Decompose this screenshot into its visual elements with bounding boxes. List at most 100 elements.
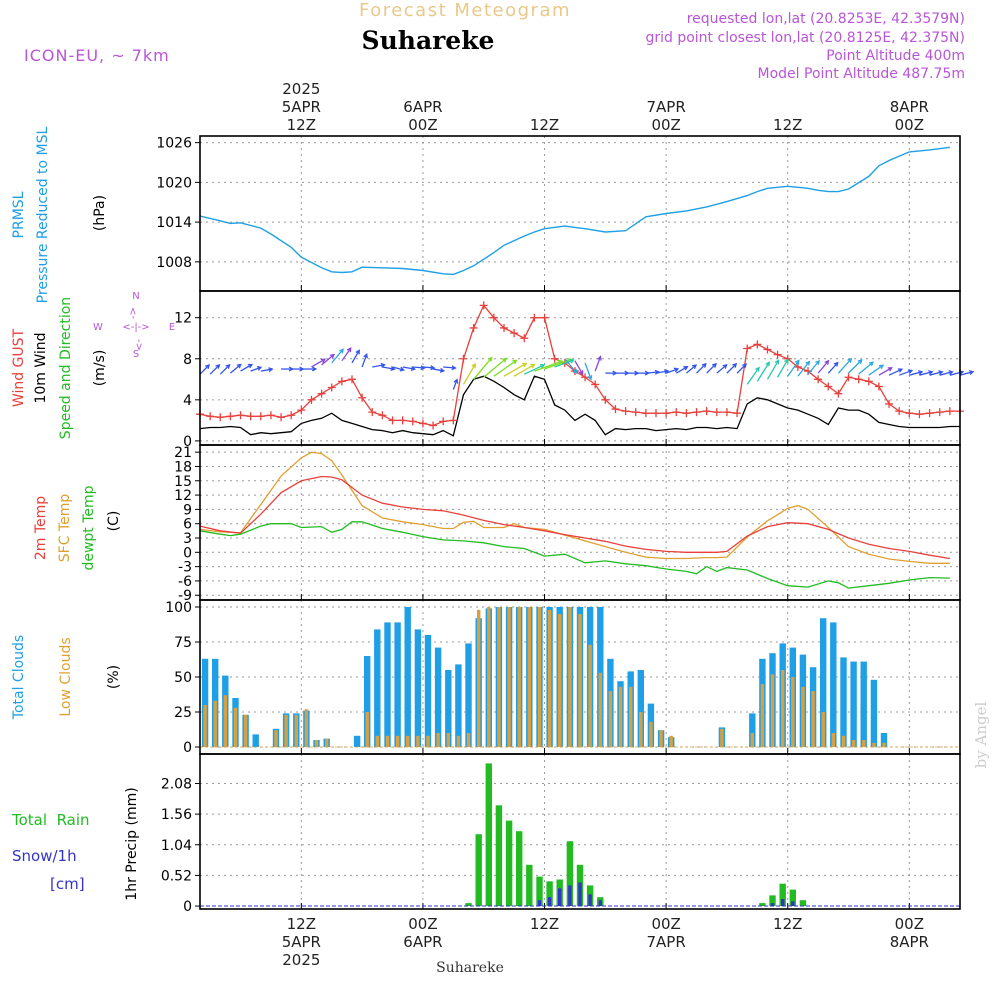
wind-arrow-head: [683, 366, 689, 371]
model-label: ICON-EU, ~ 7km: [24, 46, 170, 65]
wind-arrow: [392, 366, 404, 371]
y-tick-label: 0: [183, 740, 192, 756]
gust-marker: [854, 375, 863, 384]
compass-rose: N S W E <-|-> -> ->: [93, 291, 175, 360]
wind-arrow-head: [329, 353, 335, 359]
wind-arrow-head: [673, 367, 680, 373]
wind-arrow: [452, 379, 458, 390]
wind-arrow: [736, 363, 747, 374]
wind-arrow-head: [897, 368, 904, 373]
faded-title: Forecast Meteogram: [359, 0, 571, 21]
low-clouds-label: Low Clouds: [58, 637, 74, 716]
wind-arrow-head: [501, 357, 508, 363]
total-cloud-bar: [424, 635, 432, 747]
gust-marker: [874, 382, 883, 391]
wind-arrow-head: [236, 363, 242, 369]
total-cloud-bar: [455, 664, 462, 747]
wind-arrow: [209, 364, 220, 375]
wind-arrow-head: [587, 375, 593, 381]
gust-marker: [925, 409, 934, 418]
gust-marker: [439, 417, 448, 426]
wind-unit-label: (m/s): [92, 350, 108, 387]
bottom-tick-label: 12Z: [287, 915, 316, 933]
snow-label: Snow/1h: [12, 847, 77, 865]
total-cloud-bar: [465, 643, 472, 747]
wind-arrow-head: [784, 358, 789, 364]
low-cloud-bar: [395, 735, 400, 747]
wind-arrow-head: [215, 363, 221, 369]
total-cloud-bar: [445, 670, 452, 747]
wind-arrow-head: [439, 367, 446, 373]
bottom-tick-label: 00Z: [408, 915, 437, 933]
gust-marker: [216, 413, 225, 422]
total-cloud-bar: [830, 622, 837, 747]
total-clouds-label: Total Clouds: [11, 635, 27, 720]
gust-marker: [297, 406, 306, 415]
gust-marker: [672, 408, 681, 417]
gust-marker: [834, 389, 843, 398]
wind-arrow: [817, 360, 829, 374]
gust-marker: [449, 416, 458, 425]
total-cloud-bar: [252, 734, 259, 747]
wind-arrow: [462, 363, 476, 385]
pressure-grid: 1008 1014 1020 1026: [156, 136, 960, 291]
wind-arrow: [888, 368, 903, 376]
rain-bar: [475, 834, 482, 907]
compass-arrows: <-|->: [122, 322, 149, 333]
gust-marker: [530, 313, 539, 322]
gust-marker: [368, 408, 377, 417]
wind-arrow: [250, 366, 262, 372]
gust-marker: [631, 408, 640, 417]
wind-arrow: [432, 368, 444, 372]
low-cloud-bar: [466, 733, 471, 747]
wind-arrow-head: [833, 361, 839, 367]
low-cloud-bar: [831, 733, 835, 747]
total-cloud-bar: [364, 656, 371, 747]
bottom-tick-label: 7APR: [646, 933, 685, 951]
info-line-1: requested lon,lat (20.8253E, 42.3579N): [687, 11, 965, 27]
gust-marker: [945, 407, 954, 416]
low-cloud-bar: [203, 705, 207, 747]
wind-arrow-head: [663, 369, 670, 375]
gust-marker: [317, 389, 326, 398]
low-cloud-bar: [770, 674, 775, 747]
snow-unit-label: [cm]: [50, 875, 85, 893]
wind-arrow-head: [928, 370, 934, 375]
low-cloud-bar: [527, 607, 531, 747]
total-cloud-bar: [860, 661, 867, 747]
total-cloud-bar: [850, 661, 857, 747]
gust-marker: [763, 345, 772, 354]
gust-marker: [459, 354, 468, 363]
wind-arrow-head: [578, 370, 584, 376]
y-tick-label: 75: [174, 635, 192, 651]
precip-panel: 0 0.52 1.04 1.56 2.08: [161, 754, 960, 915]
wind-arrow-head: [430, 365, 436, 371]
wind-arrow-head: [399, 366, 406, 372]
gust-marker: [327, 383, 336, 392]
wind-arrow: [422, 366, 435, 369]
low-cloud-bar: [851, 740, 856, 747]
low-cloud-bar: [497, 607, 501, 747]
y-tick-label: 1026: [156, 136, 192, 152]
compass-e: E: [169, 322, 175, 333]
wind-arrow: [351, 350, 360, 364]
top-tick-label: 12Z: [773, 116, 802, 134]
total-cloud-bar: [434, 647, 442, 747]
prmsl-label: PRMSL: [11, 191, 27, 238]
bottom-tick-label: 12Z: [773, 915, 802, 933]
wind-arrow: [321, 354, 335, 366]
gust-marker: [814, 375, 823, 384]
wind-arrow-head: [487, 356, 493, 362]
gust-marker: [824, 382, 833, 391]
wind-arrow-head: [597, 355, 602, 361]
wind10m-line: [199, 375, 960, 437]
low-cloud-bar: [243, 714, 248, 747]
rain-bar: [799, 900, 807, 907]
top-tick-label: 12Z: [287, 116, 316, 134]
wind-arrow: [929, 371, 943, 376]
gust-marker: [733, 409, 742, 418]
precip-unit-label: 1hr Precip (mm): [124, 787, 140, 900]
prmsl-line: [199, 146, 950, 276]
